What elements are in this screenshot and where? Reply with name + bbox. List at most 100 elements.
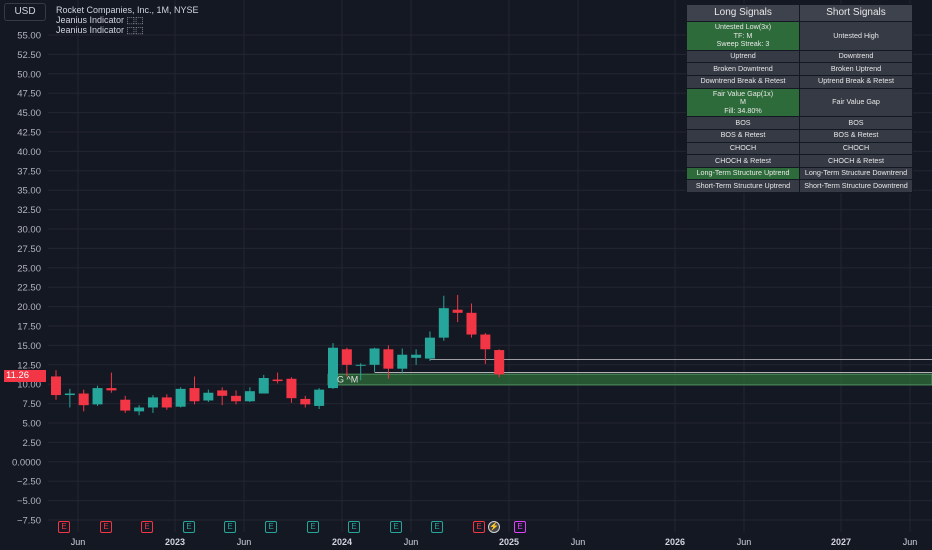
signal-row: CHOCH CHOCH — [687, 142, 912, 155]
candle-body — [189, 388, 200, 402]
earnings-badge[interactable]: E — [514, 521, 526, 533]
x-tick-label: 2023 — [165, 537, 185, 547]
signal-row: Broken Downtrend Broken Uptrend — [687, 63, 912, 75]
signal-row: BOS & Retest BOS & Retest — [687, 129, 912, 142]
short-signal-text: Uptrend Break & Retest — [818, 76, 894, 86]
candle-body — [175, 388, 186, 407]
currency-button[interactable]: USD — [4, 3, 46, 21]
candle-body — [203, 392, 214, 401]
zone-label: G ^M — [337, 375, 358, 385]
y-tick-label: 52.50 — [17, 50, 41, 61]
y-tick-label: 15.00 — [17, 341, 41, 352]
signal-row: Downtrend Break & Retest Uptrend Break & … — [687, 75, 912, 88]
y-tick-label: 27.50 — [17, 244, 41, 255]
signal-row: Long-Term Structure Uptrend Long-Term Str… — [687, 167, 912, 180]
signals-table: Long Signals Short Signals Untested Low(… — [686, 4, 913, 193]
y-tick-label: 30.00 — [17, 225, 41, 236]
short-signal-text: BOS & Retest — [833, 130, 879, 140]
short-signal-text: Short-Term Structure Downtrend — [804, 180, 908, 190]
short-signal-text: CHOCH & Retest — [828, 155, 884, 165]
x-tick-label: Jun — [737, 537, 752, 547]
x-tick-label: Jun — [71, 537, 86, 547]
earnings-badge[interactable]: E — [348, 521, 360, 533]
long-signal-cell: CHOCH — [687, 142, 799, 155]
candle-body — [424, 337, 435, 359]
y-tick-label: 17.50 — [17, 322, 41, 333]
short-signal-cell: Uptrend Break & Retest — [800, 75, 912, 88]
short-signal-text: Downtrend — [838, 51, 874, 61]
indicator-legend-1[interactable]: Jeanius Indicator ⬚⬚ — [56, 15, 144, 25]
candle-body — [106, 388, 117, 391]
earnings-badge[interactable]: E — [265, 521, 277, 533]
y-tick-label: −5.00 — [17, 496, 41, 507]
short-signal-cell: Long-Term Structure Downtrend — [800, 167, 912, 180]
candle-body — [134, 407, 145, 412]
candle-body — [64, 393, 75, 396]
earnings-badge[interactable]: E — [141, 521, 153, 533]
short-signal-cell: Fair Value Gap — [800, 88, 912, 117]
short-signal-cell: BOS — [800, 117, 912, 129]
candle-body — [494, 350, 505, 375]
short-signal-text: BOS — [848, 117, 864, 127]
short-signal-text: Long-Term Structure Downtrend — [804, 168, 908, 178]
candle-body — [411, 354, 422, 358]
long-signal-text: Fill: 34.80% — [724, 105, 762, 115]
long-signal-text: Sweep Streak: 3 — [716, 39, 770, 49]
short-signal-text: Fair Value Gap — [832, 97, 880, 107]
y-tick-label: 0.0000 — [12, 457, 41, 468]
y-tick-label: 40.00 — [17, 147, 41, 158]
long-signal-cell: Fair Value Gap(1x) M Fill: 34.80% — [687, 88, 799, 117]
dividend-badge[interactable]: ⚡ — [488, 521, 500, 533]
indicator-legend-2[interactable]: Jeanius Indicator ⬚⬚ — [56, 25, 144, 35]
candle-body — [272, 379, 283, 382]
short-signal-cell: Downtrend — [800, 50, 912, 63]
long-signal-text: Broken Downtrend — [713, 63, 773, 73]
long-signal-text: Fair Value Gap(1x) — [712, 88, 774, 98]
earnings-badge[interactable]: E — [307, 521, 319, 533]
short-signal-cell: CHOCH — [800, 142, 912, 155]
y-tick-label: 22.50 — [17, 283, 41, 294]
long-signal-cell: Long-Term Structure Uptrend — [687, 167, 799, 180]
earnings-badge[interactable]: E — [390, 521, 402, 533]
x-tick-label: Jun — [237, 537, 252, 547]
candle-body — [244, 391, 255, 402]
signal-row: BOS BOS — [687, 117, 912, 129]
y-tick-label: 10.00 — [17, 380, 41, 391]
earnings-badge[interactable]: E — [431, 521, 443, 533]
signal-row: Untested Low(3x) TF: M Sweep Streak: 3 Unte… — [687, 22, 912, 50]
earnings-badge[interactable]: E — [183, 521, 195, 533]
long-signal-cell: CHOCH & Retest — [687, 155, 799, 167]
short-signal-cell: Broken Uptrend — [800, 63, 912, 75]
long-signal-text: Short-Term Structure Uptrend — [695, 180, 791, 190]
long-signal-cell: Untested Low(3x) TF: M Sweep Streak: 3 — [687, 22, 799, 50]
candle-body — [355, 364, 366, 366]
short-signal-text: Untested High — [833, 30, 879, 40]
long-signal-cell: Downtrend Break & Retest — [687, 75, 799, 88]
y-tick-label: 32.50 — [17, 205, 41, 216]
y-tick-label: 35.00 — [17, 186, 41, 197]
earnings-badge[interactable]: E — [224, 521, 236, 533]
candle-body — [286, 378, 297, 399]
long-signal-cell: Broken Downtrend — [687, 63, 799, 75]
long-signal-text: Long-Term Structure Uptrend — [696, 168, 790, 178]
candle-body — [328, 347, 338, 389]
long-signal-cell: BOS & Retest — [687, 129, 799, 142]
candle-body — [217, 390, 228, 396]
candle-body — [147, 397, 158, 408]
earnings-badge[interactable]: E — [473, 521, 485, 533]
y-tick-label: 37.50 — [17, 166, 41, 177]
short-signals-header: Short Signals — [800, 5, 912, 21]
x-tick-label: Jun — [571, 537, 586, 547]
candle-body — [258, 377, 269, 394]
candle-body — [161, 397, 172, 408]
y-tick-label: 20.00 — [17, 302, 41, 313]
candle-body — [78, 393, 89, 406]
y-tick-label: 12.50 — [17, 360, 41, 371]
candle-body — [51, 376, 61, 396]
earnings-badge[interactable]: E — [100, 521, 112, 533]
candle-body — [231, 395, 242, 402]
long-signal-text: CHOCH — [729, 143, 757, 153]
earnings-badge[interactable]: E — [58, 521, 70, 533]
fvg-zone — [327, 373, 932, 386]
